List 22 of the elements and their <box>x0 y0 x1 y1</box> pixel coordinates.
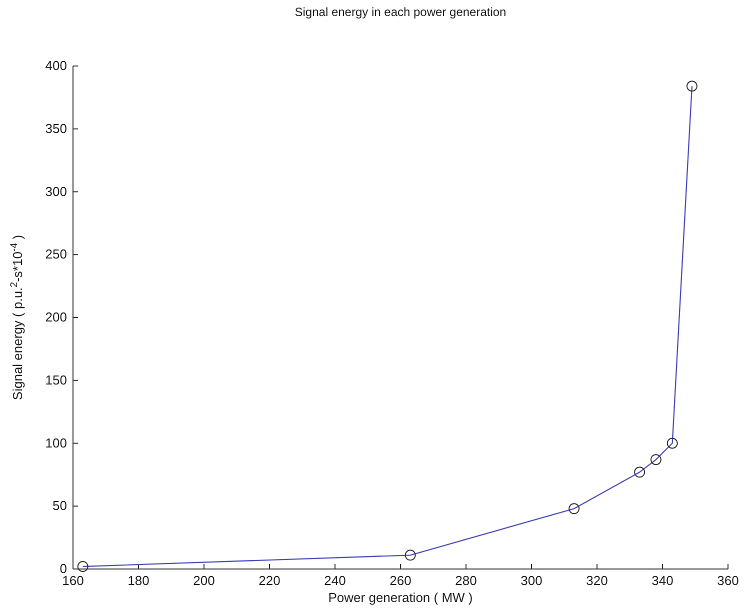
x-tick-label: 240 <box>324 573 346 588</box>
x-tick-label: 180 <box>128 573 150 588</box>
y-tick-label: 100 <box>45 435 67 450</box>
x-tick-label: 300 <box>520 573 542 588</box>
y-tick-label: 350 <box>45 120 67 136</box>
chart-title: Signal energy in each power generation <box>294 5 506 19</box>
x-axis-title: Power generation ( MW ) <box>328 590 473 605</box>
x-tick-label: 280 <box>455 573 477 588</box>
y-tick-label: 0 <box>60 561 67 576</box>
x-tick-label: 200 <box>193 573 215 588</box>
y-tick-label: 50 <box>52 498 67 514</box>
x-tick-label: 160 <box>62 573 84 588</box>
y-tick-label: 200 <box>45 310 67 324</box>
y-tick-label: 300 <box>45 184 67 199</box>
y-tick-label: 150 <box>45 372 67 388</box>
x-tick-label: 320 <box>586 573 608 588</box>
y-tick-label: 400 <box>45 58 67 73</box>
y-tick-label: 250 <box>45 246 67 262</box>
x-tick-label: 260 <box>390 573 412 588</box>
x-tick-label: 340 <box>652 573 674 588</box>
x-tick-label: 360 <box>717 573 739 588</box>
x-tick-label: 220 <box>258 573 280 588</box>
